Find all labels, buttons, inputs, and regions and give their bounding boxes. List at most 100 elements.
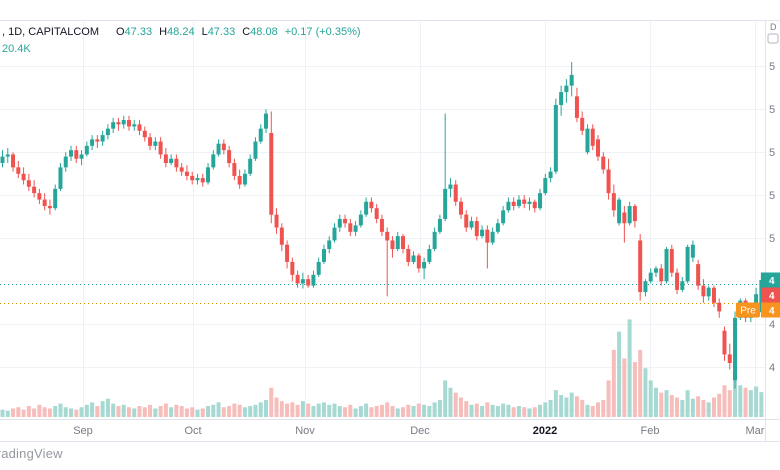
- candlestick[interactable]: [553, 104, 558, 172]
- volume-bar[interactable]: [290, 402, 295, 417]
- volume-bar[interactable]: [390, 406, 395, 417]
- candlestick[interactable]: [26, 180, 31, 187]
- candlestick[interactable]: [643, 281, 648, 293]
- candlestick[interactable]: [58, 167, 63, 189]
- volume-bar[interactable]: [427, 406, 432, 417]
- candlestick[interactable]: [311, 274, 316, 286]
- volume-bar[interactable]: [163, 403, 168, 417]
- candlestick[interactable]: [258, 128, 263, 142]
- candlestick[interactable]: [706, 287, 711, 297]
- candlestick[interactable]: [364, 201, 369, 215]
- volume-bar[interactable]: [121, 404, 126, 417]
- volume-bar[interactable]: [606, 380, 611, 417]
- volume-bar[interactable]: [0, 409, 5, 417]
- volume-bar[interactable]: [126, 407, 131, 417]
- candlestick[interactable]: [611, 193, 616, 211]
- candlestick[interactable]: [543, 178, 548, 194]
- volume-bar[interactable]: [696, 396, 701, 417]
- candlestick[interactable]: [47, 206, 52, 209]
- volume-bar[interactable]: [717, 393, 722, 417]
- volume-bar[interactable]: [422, 404, 427, 417]
- volume-bar[interactable]: [11, 408, 16, 417]
- volume-bar[interactable]: [105, 398, 110, 417]
- volume-bar[interactable]: [722, 385, 727, 417]
- volume-bar[interactable]: [327, 404, 332, 417]
- candlestick[interactable]: [432, 231, 437, 250]
- volume-bar[interactable]: [480, 406, 485, 417]
- volume-bar[interactable]: [111, 403, 116, 417]
- candlestick[interactable]: [464, 214, 469, 228]
- candlestick[interactable]: [453, 184, 458, 202]
- volume-bar[interactable]: [759, 392, 764, 417]
- candlestick[interactable]: [174, 158, 179, 168]
- candlestick[interactable]: [153, 141, 158, 146]
- time-axis[interactable]: [0, 420, 780, 441]
- volume-bar[interactable]: [580, 399, 585, 417]
- candlestick[interactable]: [16, 167, 21, 174]
- candlestick[interactable]: [532, 201, 537, 209]
- candlestick[interactable]: [648, 272, 653, 282]
- candlestick[interactable]: [358, 214, 363, 226]
- volume-bar[interactable]: [63, 407, 68, 417]
- volume-bar[interactable]: [169, 407, 174, 417]
- volume-bar[interactable]: [495, 406, 500, 417]
- volume-bar[interactable]: [469, 404, 474, 417]
- candlestick[interactable]: [348, 223, 353, 232]
- candlestick[interactable]: [0, 156, 5, 164]
- candlestick[interactable]: [617, 199, 622, 224]
- candlestick[interactable]: [63, 156, 68, 168]
- candlestick[interactable]: [632, 206, 637, 222]
- volume-bar[interactable]: [200, 408, 205, 417]
- candlestick[interactable]: [501, 210, 506, 224]
- candlestick[interactable]: [379, 218, 384, 232]
- volume-bar[interactable]: [264, 399, 268, 417]
- volume-bar[interactable]: [596, 402, 601, 417]
- volume-bar[interactable]: [574, 396, 579, 417]
- candlestick[interactable]: [659, 268, 664, 282]
- candlestick[interactable]: [232, 163, 237, 176]
- volume-bar[interactable]: [638, 349, 643, 417]
- volume-bar[interactable]: [538, 404, 543, 417]
- volume-bar[interactable]: [527, 408, 532, 417]
- candlestick[interactable]: [84, 145, 89, 155]
- candlestick[interactable]: [690, 244, 695, 258]
- volume-bar[interactable]: [601, 399, 606, 417]
- candlestick[interactable]: [5, 154, 10, 157]
- volume-bar[interactable]: [153, 408, 158, 417]
- volume-bar[interactable]: [311, 406, 316, 417]
- volume-bar[interactable]: [690, 398, 695, 417]
- volume-bar[interactable]: [490, 404, 495, 417]
- volume-bar[interactable]: [258, 402, 263, 417]
- volume-bar[interactable]: [248, 406, 253, 417]
- volume-bar[interactable]: [522, 407, 527, 417]
- volume-bar[interactable]: [195, 409, 200, 417]
- volume-bar[interactable]: [358, 406, 363, 417]
- candlestick[interactable]: [221, 143, 226, 151]
- candlestick[interactable]: [395, 236, 400, 250]
- volume-bar[interactable]: [211, 404, 216, 417]
- candlestick[interactable]: [105, 128, 110, 136]
- candlestick[interactable]: [538, 193, 543, 209]
- candlestick[interactable]: [401, 236, 406, 250]
- volume-bar[interactable]: [632, 362, 637, 417]
- volume-bar[interactable]: [680, 399, 685, 417]
- volume-bar[interactable]: [242, 407, 247, 417]
- candlestick[interactable]: [264, 113, 268, 129]
- candlestick[interactable]: [90, 139, 95, 146]
- candlestick[interactable]: [574, 96, 579, 118]
- candlestick[interactable]: [385, 231, 390, 241]
- candlestick[interactable]: [527, 201, 532, 204]
- volume-bar[interactable]: [274, 397, 279, 417]
- candlestick[interactable]: [559, 92, 564, 105]
- last-price-tag[interactable]: [761, 272, 780, 288]
- candlestick[interactable]: [485, 229, 490, 243]
- candlestick[interactable]: [516, 199, 521, 207]
- candlestick[interactable]: [237, 175, 242, 185]
- candlestick[interactable]: [448, 184, 453, 189]
- candlestick[interactable]: [242, 173, 247, 185]
- candlestick[interactable]: [416, 255, 421, 269]
- candlestick[interactable]: [248, 158, 253, 174]
- candlestick[interactable]: [206, 167, 211, 183]
- candlestick[interactable]: [100, 135, 105, 142]
- candlestick[interactable]: [548, 171, 553, 179]
